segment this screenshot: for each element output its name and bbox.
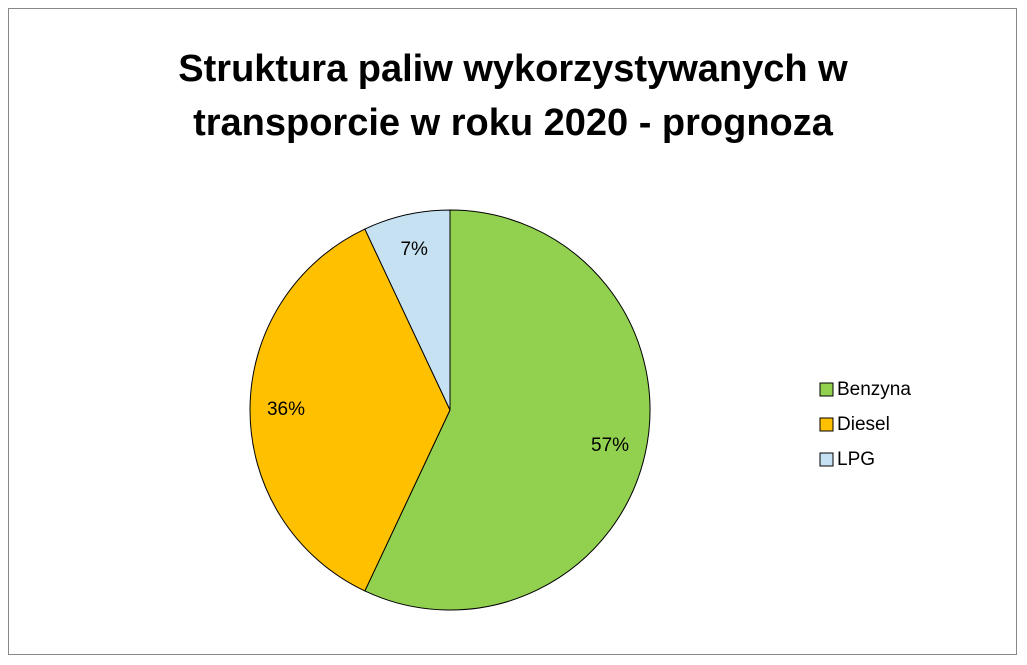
pie-slice bbox=[364, 209, 451, 411]
pie-slice bbox=[364, 209, 651, 611]
legend-swatch bbox=[819, 417, 834, 432]
pie-slice bbox=[249, 228, 451, 592]
chart-frame bbox=[8, 8, 1017, 655]
legend-label: Diesel bbox=[837, 414, 890, 435]
legend-swatch bbox=[819, 382, 834, 397]
data-label: 57% bbox=[591, 435, 629, 456]
legend-label: Benzyna bbox=[837, 379, 911, 400]
legend-swatch bbox=[819, 452, 834, 467]
chart-title: Struktura paliw wykorzystywanych w trans… bbox=[178, 48, 848, 144]
legend-label: LPG bbox=[837, 449, 875, 470]
data-label: 7% bbox=[400, 239, 428, 260]
data-label: 36% bbox=[267, 399, 305, 420]
